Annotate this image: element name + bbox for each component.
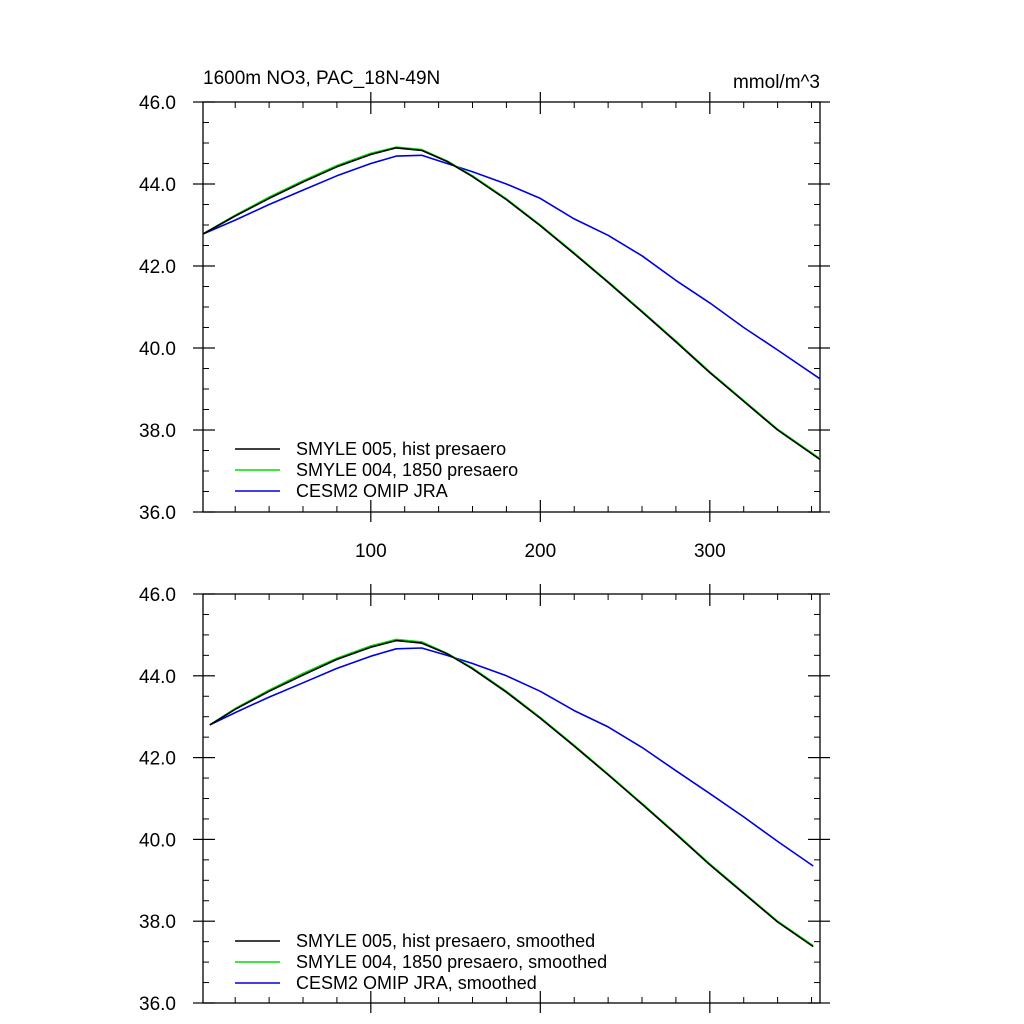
series-line-2 bbox=[209, 647, 814, 867]
series-line-2 bbox=[202, 154, 821, 380]
y-tick-label: 46.0 bbox=[139, 585, 176, 606]
y-tick-label: 40.0 bbox=[139, 339, 176, 360]
y-tick-label: 42.0 bbox=[139, 257, 176, 278]
legend-label-0: SMYLE 005, hist presaero, smoothed bbox=[296, 931, 595, 951]
legend-label-2: CESM2 OMIP JRA, smoothed bbox=[296, 973, 537, 993]
x-tick-label: 200 bbox=[524, 541, 556, 562]
y-tick-label: 38.0 bbox=[139, 912, 176, 933]
legend-label-1: SMYLE 004, 1850 presaero bbox=[296, 460, 518, 480]
plot-title: 1600m NO3, PAC_18N-49N bbox=[203, 68, 440, 89]
y-tick-label: 38.0 bbox=[139, 421, 176, 442]
y-tick-label: 44.0 bbox=[139, 175, 176, 196]
chart-panel-bottom: 36.0 38.0 40.0 42.0 44.0 46.0 SMYLE 005, hist … bbox=[139, 584, 830, 1015]
x-tick-label: 100 bbox=[355, 541, 387, 562]
units-label: mmol/m^3 bbox=[733, 72, 820, 93]
x-tick-label: 300 bbox=[694, 541, 726, 562]
series-line-0 bbox=[202, 147, 821, 461]
chart-panel-top: 36.0 38.0 40.0 42.0 44.0 46.0 100 200 300 SMYLE 0… bbox=[139, 92, 830, 562]
y-tick-label: 36.0 bbox=[139, 994, 176, 1015]
series-line-1 bbox=[209, 638, 814, 947]
legend-label-2: CESM2 OMIP JRA bbox=[296, 481, 448, 501]
y-tick-label: 40.0 bbox=[139, 830, 176, 851]
legend-label-1: SMYLE 004, 1850 presaero, smoothed bbox=[296, 952, 607, 972]
legend-label-0: SMYLE 005, hist presaero bbox=[296, 439, 506, 459]
y-tick-label: 36.0 bbox=[139, 503, 176, 524]
series-line-0 bbox=[209, 639, 814, 948]
y-tick-label: 46.0 bbox=[139, 93, 176, 114]
y-tick-label: 42.0 bbox=[139, 749, 176, 770]
y-tick-label: 44.0 bbox=[139, 667, 176, 688]
